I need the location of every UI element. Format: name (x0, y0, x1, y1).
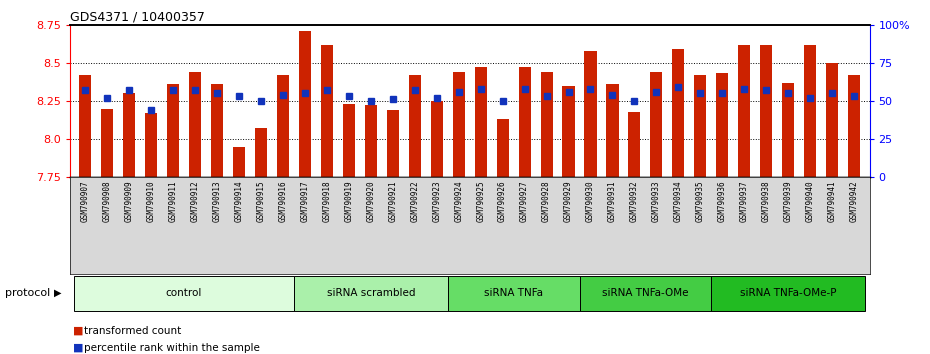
Bar (584, 51, 596, 177)
Bar (497, 119, 509, 177)
Text: siRNA TNFa-OMe-P: siRNA TNFa-OMe-P (740, 288, 836, 298)
Bar (387, 110, 399, 177)
Text: GSM790941: GSM790941 (828, 180, 837, 222)
Text: GSM790937: GSM790937 (739, 180, 749, 222)
Bar (211, 84, 223, 177)
Bar (804, 45, 817, 177)
Text: siRNA TNFa: siRNA TNFa (485, 288, 543, 298)
Text: GSM790919: GSM790919 (344, 180, 353, 222)
Text: GSM790916: GSM790916 (278, 180, 287, 222)
Text: GSM790910: GSM790910 (147, 180, 155, 222)
Bar (474, 67, 486, 177)
Bar (189, 72, 201, 177)
Bar (167, 84, 179, 177)
Text: GSM790940: GSM790940 (805, 180, 815, 222)
Text: GSM790934: GSM790934 (674, 180, 683, 222)
FancyBboxPatch shape (74, 276, 294, 312)
Bar (277, 75, 289, 177)
Text: ▶: ▶ (54, 288, 61, 298)
Bar (629, 112, 641, 177)
Text: GSM790908: GSM790908 (102, 180, 112, 222)
Text: protocol: protocol (5, 288, 50, 298)
Bar (672, 49, 684, 177)
Text: GSM790907: GSM790907 (81, 180, 89, 222)
Bar (760, 45, 772, 177)
FancyBboxPatch shape (447, 276, 579, 312)
Text: GSM790927: GSM790927 (520, 180, 529, 222)
Bar (145, 113, 157, 177)
Text: ■: ■ (73, 343, 83, 353)
Text: GSM790939: GSM790939 (784, 180, 792, 222)
Text: GSM790931: GSM790931 (608, 180, 617, 222)
Bar (738, 45, 751, 177)
Text: GSM790936: GSM790936 (718, 180, 727, 222)
Bar (232, 147, 245, 177)
Bar (563, 86, 575, 177)
Text: GDS4371 / 10400357: GDS4371 / 10400357 (70, 11, 205, 24)
Bar (453, 72, 465, 177)
Text: GSM790930: GSM790930 (586, 180, 595, 222)
Text: transformed count: transformed count (84, 326, 181, 336)
Text: ■: ■ (73, 326, 83, 336)
Text: GSM790913: GSM790913 (212, 180, 221, 222)
Text: GSM790922: GSM790922 (410, 180, 419, 222)
Bar (519, 67, 531, 177)
Text: GSM790928: GSM790928 (542, 180, 551, 222)
Text: GSM790938: GSM790938 (762, 180, 771, 222)
Bar (826, 63, 838, 177)
Bar (101, 109, 113, 177)
Bar (540, 72, 552, 177)
Text: control: control (166, 288, 202, 298)
Bar (695, 75, 707, 177)
Text: GSM790935: GSM790935 (696, 180, 705, 222)
Bar (650, 72, 662, 177)
Text: GSM790924: GSM790924 (454, 180, 463, 222)
Text: GSM790911: GSM790911 (168, 180, 178, 222)
Text: GSM790923: GSM790923 (432, 180, 441, 222)
Text: GSM790912: GSM790912 (191, 180, 200, 222)
Bar (782, 82, 794, 177)
Bar (343, 104, 355, 177)
Text: siRNA TNFa-OMe: siRNA TNFa-OMe (603, 288, 689, 298)
Text: GSM790920: GSM790920 (366, 180, 376, 222)
Bar (716, 74, 728, 177)
Text: GSM790917: GSM790917 (300, 180, 310, 222)
Bar (408, 75, 420, 177)
Text: percentile rank within the sample: percentile rank within the sample (84, 343, 259, 353)
Text: GSM790932: GSM790932 (630, 180, 639, 222)
Bar (848, 75, 860, 177)
Text: GSM790909: GSM790909 (125, 180, 134, 222)
Bar (299, 31, 311, 177)
Text: GSM790929: GSM790929 (564, 180, 573, 222)
Bar (123, 93, 135, 177)
FancyBboxPatch shape (579, 276, 711, 312)
Text: GSM790914: GSM790914 (234, 180, 244, 222)
Text: GSM790942: GSM790942 (850, 180, 858, 222)
Text: siRNA scrambled: siRNA scrambled (326, 288, 415, 298)
Bar (606, 84, 618, 177)
Text: GSM790933: GSM790933 (652, 180, 661, 222)
FancyBboxPatch shape (294, 276, 447, 312)
FancyBboxPatch shape (711, 276, 865, 312)
Text: GSM790918: GSM790918 (323, 180, 331, 222)
Text: GSM790926: GSM790926 (498, 180, 507, 222)
Bar (431, 101, 443, 177)
Bar (365, 105, 377, 177)
Bar (255, 128, 267, 177)
Text: GSM790915: GSM790915 (257, 180, 265, 222)
Bar (79, 75, 91, 177)
Bar (321, 45, 333, 177)
Text: GSM790921: GSM790921 (388, 180, 397, 222)
Text: GSM790925: GSM790925 (476, 180, 485, 222)
